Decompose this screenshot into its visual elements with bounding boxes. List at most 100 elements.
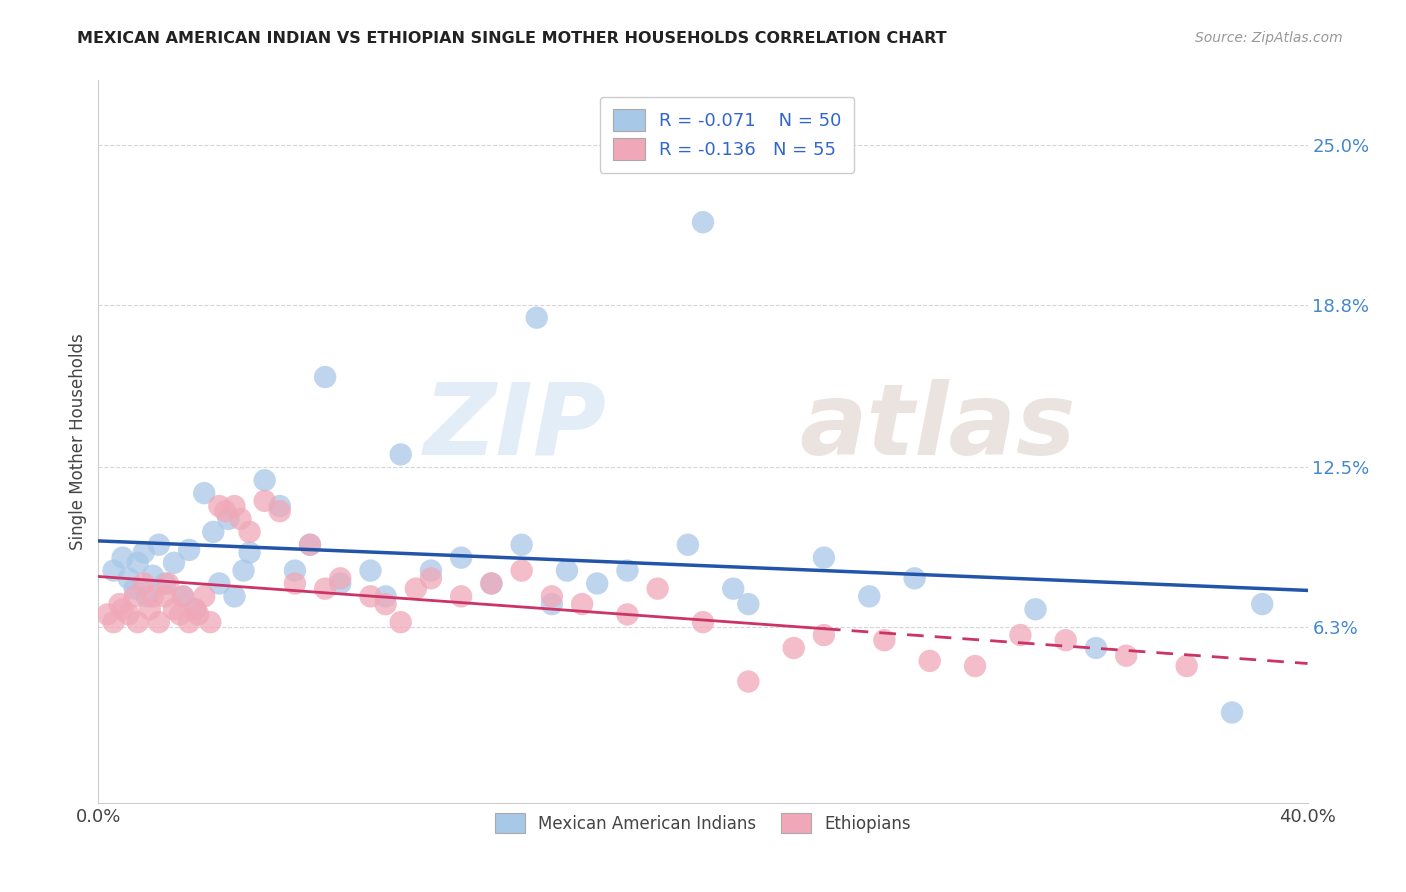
Point xyxy=(127,615,149,630)
Point xyxy=(124,590,146,604)
Point xyxy=(676,538,699,552)
Point xyxy=(169,607,191,622)
Point xyxy=(269,499,291,513)
Point xyxy=(965,659,987,673)
Point xyxy=(783,640,806,655)
Point xyxy=(314,370,336,384)
Point xyxy=(374,597,396,611)
Text: ZIP: ZIP xyxy=(423,378,606,475)
Point xyxy=(616,564,638,578)
Point xyxy=(571,597,593,611)
Point xyxy=(284,564,307,578)
Point xyxy=(132,576,155,591)
Point xyxy=(111,550,134,565)
Point xyxy=(616,607,638,622)
Point xyxy=(142,568,165,582)
Point xyxy=(202,524,225,539)
Point xyxy=(314,582,336,596)
Point xyxy=(103,615,125,630)
Point xyxy=(179,615,201,630)
Point xyxy=(284,576,307,591)
Point xyxy=(420,571,443,585)
Legend: Mexican American Indians, Ethiopians: Mexican American Indians, Ethiopians xyxy=(484,801,922,845)
Point xyxy=(217,512,239,526)
Point xyxy=(1024,602,1046,616)
Point xyxy=(299,538,322,552)
Point xyxy=(148,538,170,552)
Point xyxy=(156,576,179,591)
Point xyxy=(184,602,207,616)
Point xyxy=(148,615,170,630)
Point xyxy=(111,602,134,616)
Point xyxy=(510,564,533,578)
Point xyxy=(904,571,927,585)
Point xyxy=(229,512,252,526)
Point xyxy=(737,597,759,611)
Point xyxy=(193,486,215,500)
Point xyxy=(858,590,880,604)
Point xyxy=(179,542,201,557)
Point xyxy=(200,615,222,630)
Point xyxy=(299,538,322,552)
Point xyxy=(540,590,562,604)
Point xyxy=(360,590,382,604)
Point xyxy=(873,633,896,648)
Point xyxy=(813,628,835,642)
Point xyxy=(184,602,207,616)
Point xyxy=(103,564,125,578)
Point xyxy=(153,590,176,604)
Point xyxy=(405,582,427,596)
Point xyxy=(647,582,669,596)
Point xyxy=(450,590,472,604)
Point xyxy=(389,615,412,630)
Point xyxy=(723,582,745,596)
Point xyxy=(692,615,714,630)
Point xyxy=(208,499,231,513)
Point xyxy=(118,607,141,622)
Point xyxy=(253,494,276,508)
Point xyxy=(142,590,165,604)
Point xyxy=(253,473,276,487)
Point xyxy=(187,607,209,622)
Point xyxy=(918,654,941,668)
Point xyxy=(481,576,503,591)
Point xyxy=(1054,633,1077,648)
Point xyxy=(132,545,155,559)
Point xyxy=(360,564,382,578)
Point xyxy=(692,215,714,229)
Point xyxy=(526,310,548,325)
Point xyxy=(269,504,291,518)
Point xyxy=(481,576,503,591)
Point xyxy=(239,545,262,559)
Point xyxy=(1220,706,1243,720)
Point xyxy=(193,590,215,604)
Point xyxy=(118,571,141,585)
Point xyxy=(214,504,236,518)
Point xyxy=(163,556,186,570)
Point xyxy=(1175,659,1198,673)
Point xyxy=(96,607,118,622)
Text: MEXICAN AMERICAN INDIAN VS ETHIOPIAN SINGLE MOTHER HOUSEHOLDS CORRELATION CHART: MEXICAN AMERICAN INDIAN VS ETHIOPIAN SIN… xyxy=(77,31,948,46)
Point xyxy=(135,590,157,604)
Point xyxy=(586,576,609,591)
Point xyxy=(239,524,262,539)
Point xyxy=(1251,597,1274,611)
Point xyxy=(1085,640,1108,655)
Point xyxy=(224,590,246,604)
Point xyxy=(127,556,149,570)
Point xyxy=(108,597,131,611)
Point xyxy=(737,674,759,689)
Point xyxy=(450,550,472,565)
Point xyxy=(420,564,443,578)
Point xyxy=(232,564,254,578)
Point xyxy=(224,499,246,513)
Point xyxy=(1115,648,1137,663)
Point xyxy=(153,576,176,591)
Point xyxy=(124,582,146,596)
Text: atlas: atlas xyxy=(800,378,1076,475)
Point xyxy=(163,602,186,616)
Y-axis label: Single Mother Households: Single Mother Households xyxy=(69,334,87,549)
Point xyxy=(374,590,396,604)
Point xyxy=(172,590,194,604)
Point xyxy=(172,590,194,604)
